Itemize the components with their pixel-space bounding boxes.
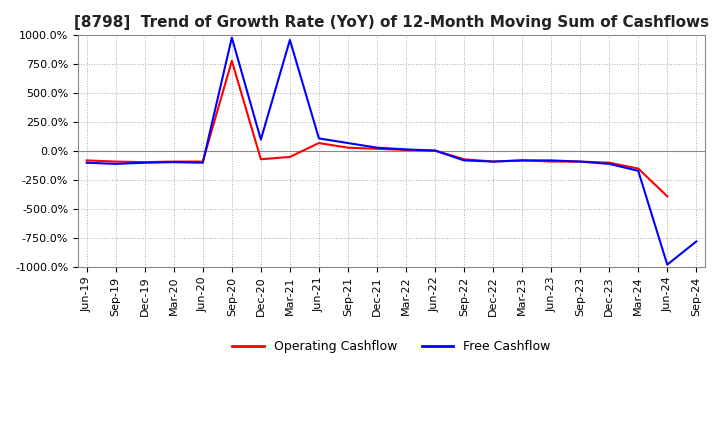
Legend: Operating Cashflow, Free Cashflow: Operating Cashflow, Free Cashflow xyxy=(228,335,556,358)
Title: [8798]  Trend of Growth Rate (YoY) of 12-Month Moving Sum of Cashflows: [8798] Trend of Growth Rate (YoY) of 12-… xyxy=(74,15,709,30)
